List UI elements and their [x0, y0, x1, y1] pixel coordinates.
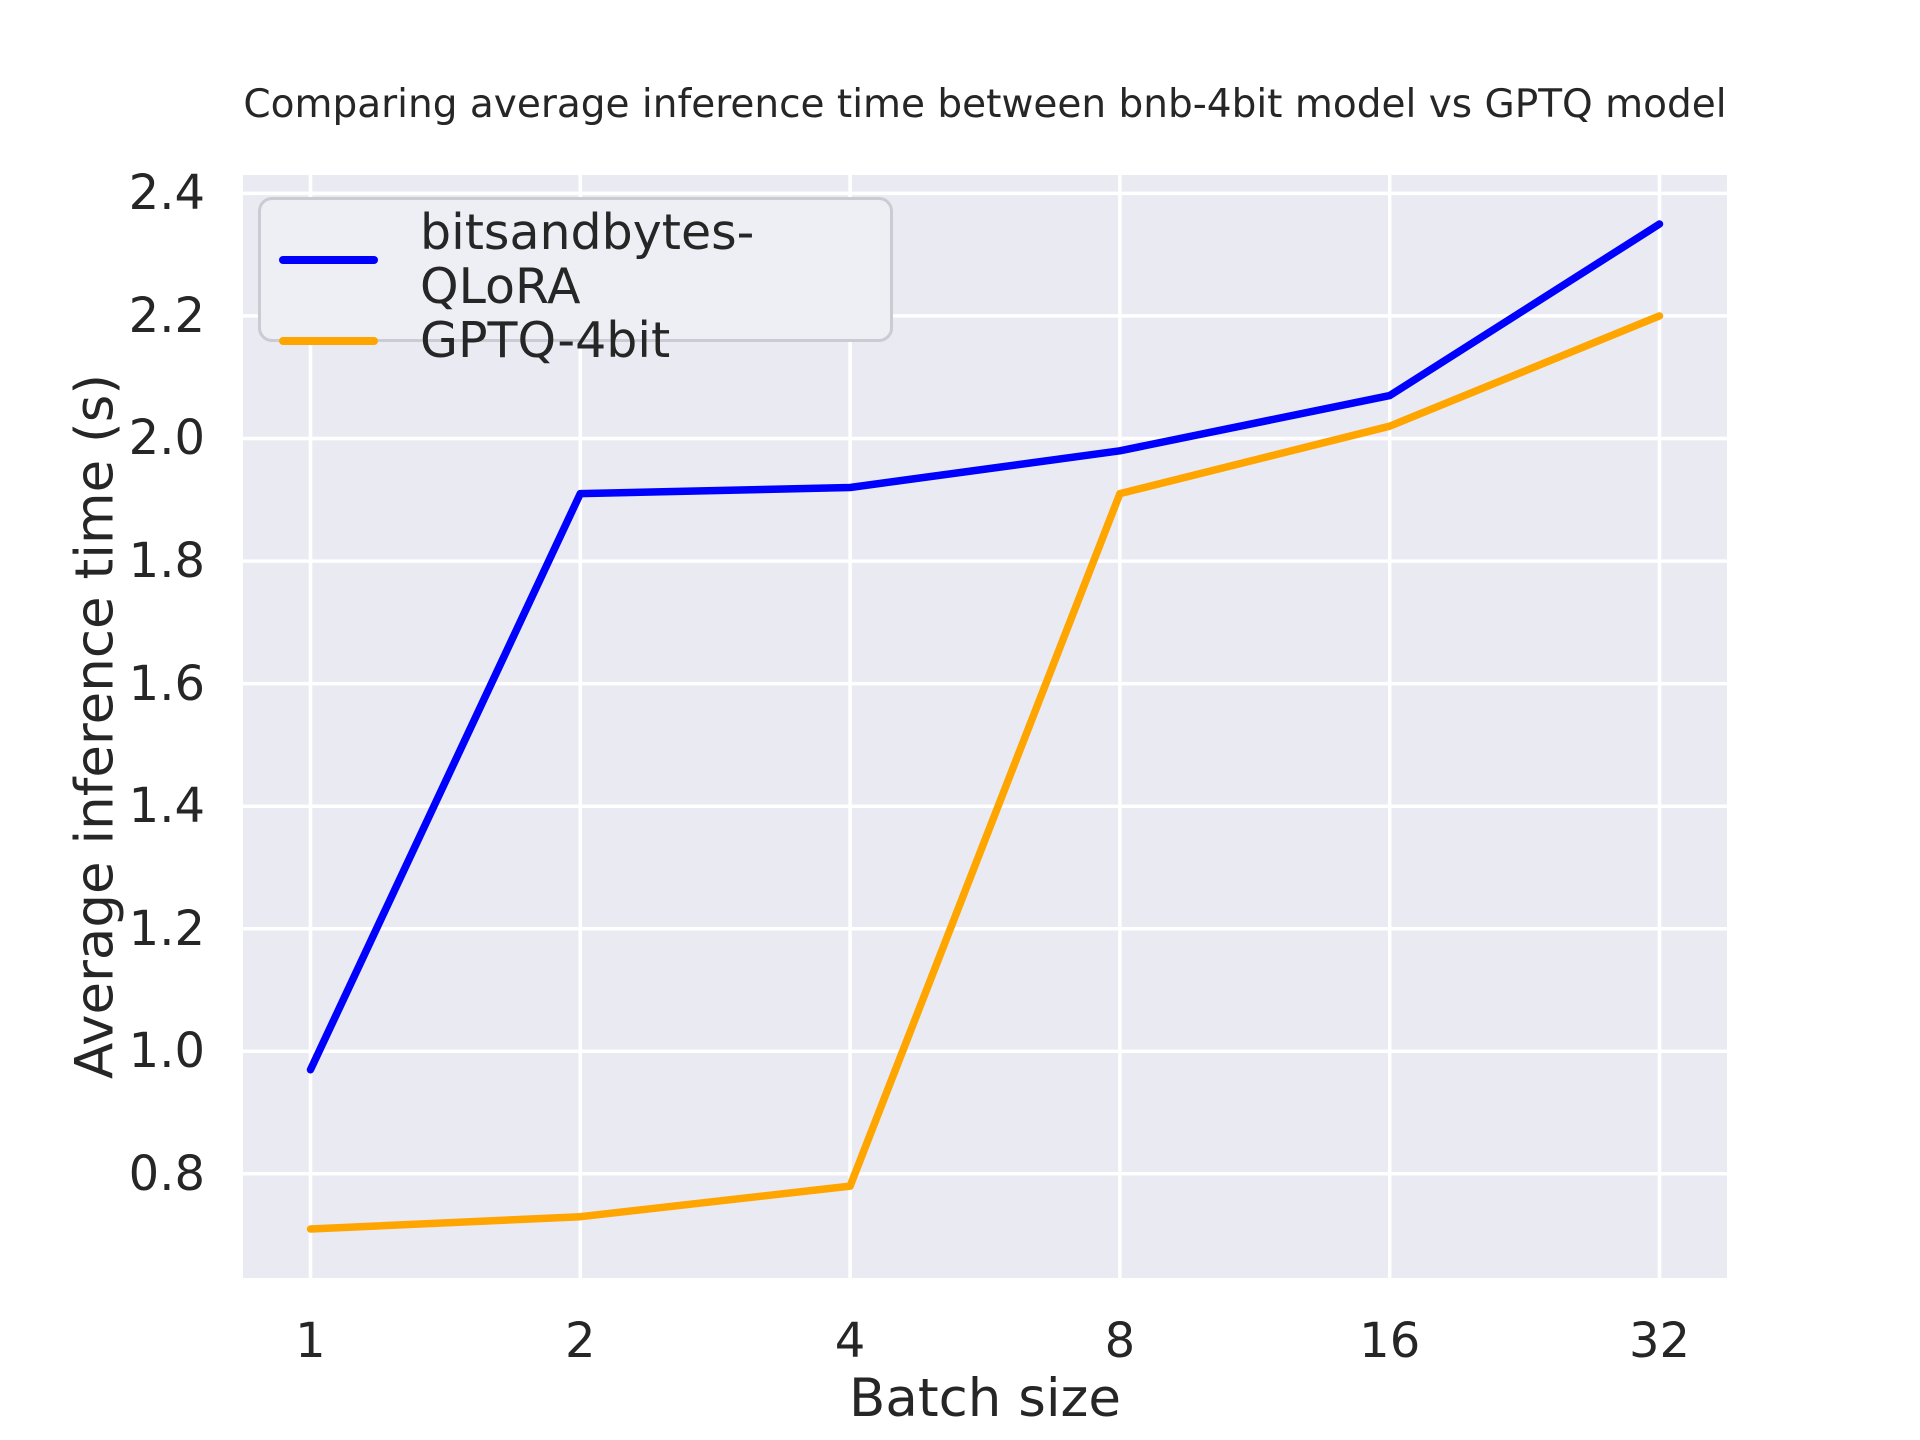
y-tick-label: 2.2 [128, 287, 205, 344]
y-tick-label: 2.0 [128, 410, 205, 467]
legend-line-swatch-blue [279, 255, 378, 264]
legend-label: GPTQ-4bit [420, 311, 671, 369]
y-tick-label: 1.4 [128, 778, 205, 835]
y-tick-label: 1.0 [128, 1023, 205, 1080]
legend: bitsandbytes-QLoRA GPTQ-4bit [258, 197, 893, 367]
legend-item: bitsandbytes-QLoRA [279, 206, 890, 314]
y-tick-label: 1.6 [128, 655, 205, 712]
x-axis-label: Batch size [849, 1368, 1121, 1429]
x-tick-label: 16 [1359, 1313, 1421, 1369]
y-tick-label: 2.4 [128, 165, 205, 222]
x-tick-label: 1 [295, 1313, 326, 1369]
legend-line-swatch-orange [279, 336, 378, 345]
chart-title: Comparing average inference time between… [243, 82, 1727, 127]
plot-area [243, 175, 1727, 1278]
y-tick-label: 0.8 [128, 1145, 205, 1202]
x-tick-label: 32 [1628, 1313, 1691, 1369]
y-tick-label: 1.8 [128, 533, 205, 590]
y-axis-label: Average inference time (s) [64, 373, 126, 1080]
y-tick-label: 1.2 [128, 900, 205, 957]
x-tick-label: 2 [564, 1313, 596, 1369]
line-chart [243, 175, 1727, 1278]
legend-label: bitsandbytes-QLoRA [420, 204, 755, 315]
legend-item: GPTQ-4bit [279, 311, 890, 369]
x-tick-label: 4 [834, 1313, 866, 1369]
x-tick-label: 8 [1104, 1313, 1136, 1369]
